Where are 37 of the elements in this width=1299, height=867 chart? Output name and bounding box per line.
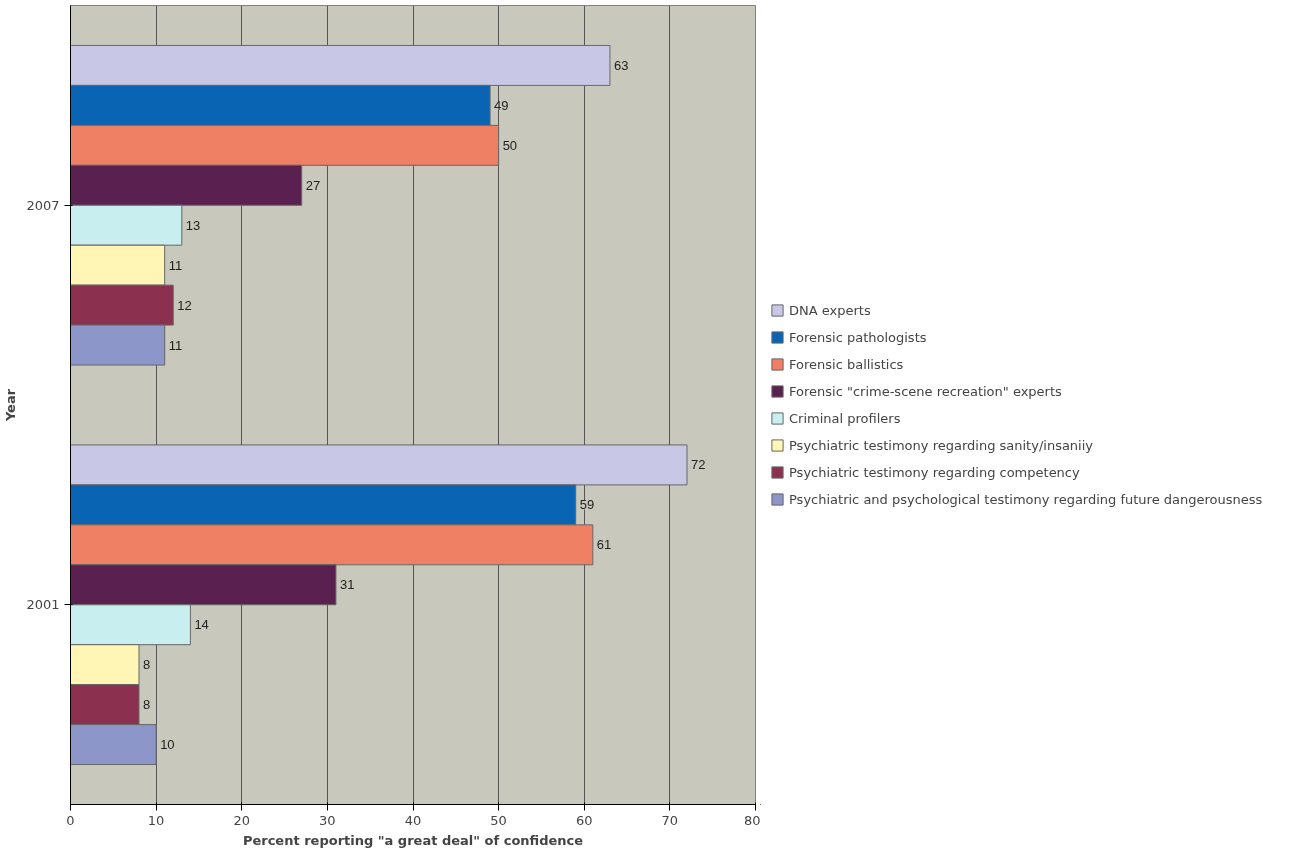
x-axis-title: Percent reporting "a great deal" of confidence bbox=[242, 832, 584, 848]
y-tick-label: 2007 bbox=[26, 197, 60, 213]
x-tick-label: 30 bbox=[319, 812, 336, 828]
y-tick-label: 2001 bbox=[26, 597, 60, 613]
data-label: 61 bbox=[596, 537, 612, 553]
data-label: 12 bbox=[177, 297, 192, 313]
data-label: 14 bbox=[194, 617, 209, 633]
legend-label: Psychiatric and psychological testimony regarding future dangerousness bbox=[789, 491, 1263, 507]
x-tick-label: 20 bbox=[233, 812, 251, 828]
data-label: 11 bbox=[168, 257, 183, 273]
data-label: 50 bbox=[502, 137, 518, 153]
legend-label: Forensic pathologists bbox=[789, 329, 927, 345]
data-label: 72 bbox=[691, 457, 706, 473]
x-tick-label: 0 bbox=[66, 812, 75, 828]
data-label: 31 bbox=[339, 577, 355, 593]
x-tick-label: 80 bbox=[743, 812, 761, 828]
x-tick-label: 10 bbox=[147, 812, 165, 828]
legend-label: Forensic "crime-scene recreation" experts bbox=[789, 383, 1062, 399]
x-tick-label: 70 bbox=[661, 812, 679, 828]
data-label: 10 bbox=[160, 737, 175, 753]
data-label: 11 bbox=[168, 337, 183, 353]
x-tick-label: 50 bbox=[490, 812, 507, 828]
y-axis-title: Year bbox=[3, 388, 19, 423]
legend-label: Criminal profilers bbox=[789, 410, 901, 426]
data-label: 59 bbox=[579, 497, 595, 513]
data-label: 8 bbox=[143, 697, 151, 713]
legend-label: Psychiatric testimony regarding competency bbox=[789, 464, 1080, 480]
legend-label: DNA experts bbox=[789, 302, 871, 318]
x-tick-label: 60 bbox=[575, 812, 593, 828]
x-tick-label: 40 bbox=[404, 812, 422, 828]
data-label: 8 bbox=[143, 657, 151, 673]
legend-label: Psychiatric testimony regarding sanity/insaniiy bbox=[789, 437, 1094, 453]
data-label: 27 bbox=[305, 177, 321, 193]
legend-label: Forensic ballistics bbox=[789, 356, 904, 372]
data-label: 49 bbox=[494, 97, 509, 113]
data-label: 63 bbox=[613, 57, 629, 73]
data-label: 13 bbox=[185, 217, 201, 233]
